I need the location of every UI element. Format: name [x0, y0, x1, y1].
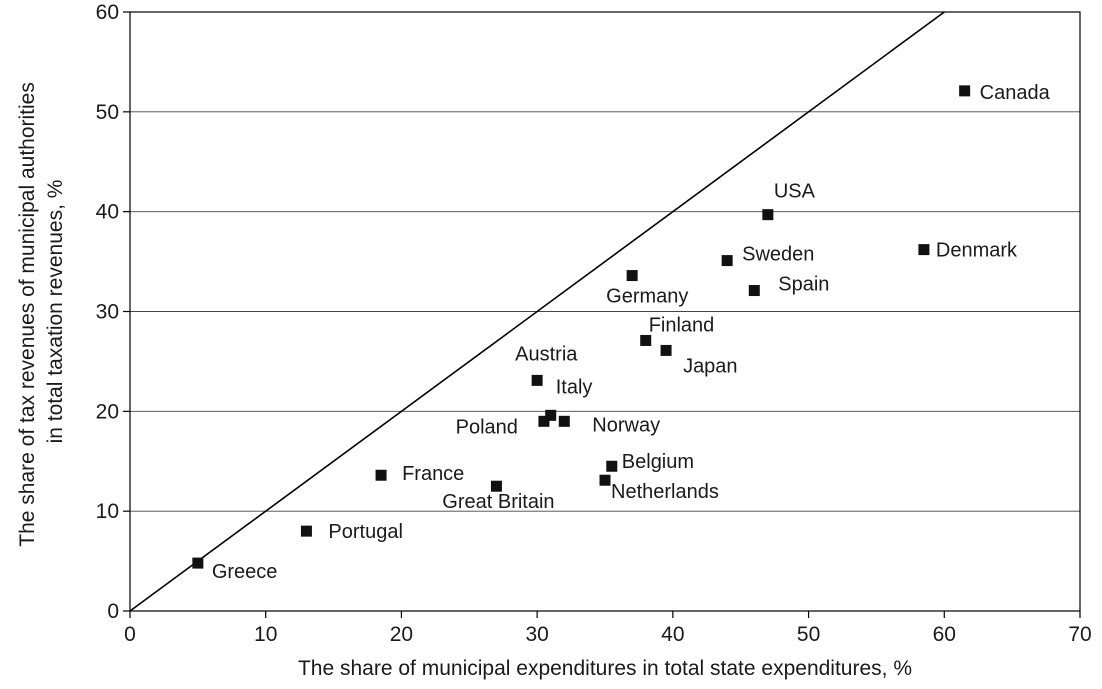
- data-point-marker: [748, 285, 760, 297]
- y-axis-title: The share of tax revenues of municipal a…: [16, 76, 67, 546]
- data-point-marker: [959, 85, 971, 97]
- data-point-marker: [918, 244, 930, 256]
- grid-lines: [130, 111, 1080, 512]
- x-tick-label: 70: [1068, 623, 1091, 646]
- point-label: Great Britain: [442, 491, 554, 513]
- point-label: Germany: [606, 286, 688, 308]
- point-label: Denmark: [936, 240, 1018, 262]
- data-point-marker: [626, 270, 638, 282]
- y-tick-label: 40: [96, 201, 119, 224]
- diagonal-reference-line: [129, 11, 945, 612]
- data-point-marker: [490, 480, 502, 492]
- data-point-marker: [192, 557, 204, 569]
- x-tick-label: 50: [797, 623, 820, 646]
- point-label: Finland: [649, 314, 715, 336]
- x-tick-label: 60: [933, 623, 956, 646]
- x-tick-label: 20: [390, 623, 413, 646]
- point-label: Belgium: [622, 451, 694, 473]
- y-tick-label: 30: [96, 301, 119, 324]
- data-point-marker: [762, 209, 774, 221]
- y-tick-label: 0: [107, 600, 119, 623]
- data-point-marker: [721, 255, 733, 267]
- point-label: Italy: [556, 376, 593, 398]
- x-tick-label: 30: [525, 623, 548, 646]
- point-label: Sweden: [742, 244, 814, 266]
- y-tick-label: 20: [96, 400, 119, 423]
- point-label: Portugal: [328, 521, 403, 543]
- data-point-marker: [531, 374, 543, 386]
- point-label: USA: [774, 181, 816, 203]
- y-tick-label: 10: [96, 500, 119, 523]
- point-label: Greece: [212, 561, 278, 583]
- point-labels: Greece Portugal France Great Britain Poland I…: [212, 82, 1051, 583]
- data-point-marker: [640, 334, 652, 346]
- point-label: Netherlands: [611, 481, 719, 503]
- data-point-marker: [558, 415, 570, 427]
- x-tick-label: 40: [661, 623, 684, 646]
- point-label: Canada: [980, 82, 1051, 104]
- data-point-marker: [375, 469, 387, 481]
- x-tick-label: 10: [254, 623, 277, 646]
- data-point-marker: [660, 344, 672, 356]
- point-label: Japan: [683, 355, 738, 377]
- y-tick-label: 60: [96, 1, 119, 24]
- point-label: Spain: [778, 274, 829, 296]
- y-axis-title-line-1: The share of tax revenues of municipal a…: [16, 82, 39, 547]
- data-point-marker: [300, 525, 312, 537]
- data-point-marker: [599, 474, 611, 486]
- point-label: France: [402, 463, 464, 485]
- x-axis-title: The share of municipal expenditures in t…: [298, 657, 912, 680]
- data-point-marker: [606, 460, 618, 472]
- data-point-marker: [538, 415, 550, 427]
- point-label: Austria: [515, 343, 578, 365]
- data-points: [192, 85, 971, 569]
- y-axis-title-line-2: in total taxation revenues, %: [44, 180, 67, 444]
- y-tick-label: 50: [96, 101, 119, 124]
- point-label: Poland: [456, 416, 518, 438]
- x-tick-label: 0: [124, 623, 136, 646]
- axis-ticks: 0 10 20 30 40 50 60 70 0 10 20 30 40 50 60: [96, 1, 1092, 646]
- point-label: Norway: [592, 414, 660, 436]
- data-point-marker: [545, 409, 557, 421]
